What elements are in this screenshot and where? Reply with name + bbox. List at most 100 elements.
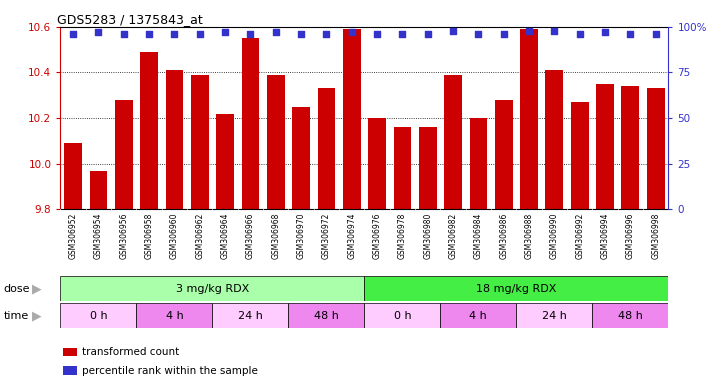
Bar (571, 102, 589, 209)
Bar (368, 118, 386, 209)
Text: transformed count: transformed count (82, 347, 179, 357)
Text: 24 h: 24 h (238, 311, 263, 321)
Text: GSM306966: GSM306966 (246, 213, 255, 259)
Point (270, 29, 282, 35)
Point (397, 31, 408, 37)
Bar (592, 303, 668, 328)
Point (194, 31, 205, 37)
Bar (115, 100, 133, 209)
Bar (520, 29, 538, 209)
Bar (140, 52, 158, 209)
Bar (90, 170, 107, 209)
Point (295, 31, 306, 37)
Bar (444, 75, 462, 209)
Bar (64, 143, 82, 209)
Point (346, 29, 358, 35)
Bar (137, 303, 213, 328)
Text: GSM306952: GSM306952 (68, 213, 77, 259)
Text: 48 h: 48 h (618, 311, 643, 321)
Point (599, 29, 611, 35)
Text: GSM306978: GSM306978 (398, 213, 407, 259)
Text: GSM306994: GSM306994 (601, 213, 609, 259)
Text: GSM306988: GSM306988 (525, 213, 533, 259)
Point (523, 28, 535, 34)
Bar (364, 276, 668, 301)
Bar (213, 303, 289, 328)
Text: ▶: ▶ (32, 310, 42, 322)
Point (447, 28, 459, 34)
Text: GSM306970: GSM306970 (296, 213, 306, 259)
Text: percentile rank within the sample: percentile rank within the sample (82, 366, 257, 376)
Point (220, 29, 231, 35)
Text: GSM306996: GSM306996 (626, 213, 635, 259)
Bar (440, 303, 516, 328)
Point (245, 31, 256, 37)
Point (650, 31, 661, 37)
Point (549, 28, 560, 34)
Text: GDS5283 / 1375843_at: GDS5283 / 1375843_at (58, 13, 203, 26)
Bar (292, 107, 310, 209)
Bar (469, 118, 487, 209)
Text: 48 h: 48 h (314, 311, 339, 321)
Text: time: time (4, 311, 29, 321)
Bar (516, 303, 592, 328)
Point (68, 31, 79, 37)
Text: 4 h: 4 h (469, 311, 487, 321)
Point (422, 31, 434, 37)
Point (169, 31, 180, 37)
Bar (267, 75, 284, 209)
Text: GSM306998: GSM306998 (651, 213, 661, 259)
Point (625, 31, 636, 37)
Text: 24 h: 24 h (542, 311, 567, 321)
Text: GSM306954: GSM306954 (94, 213, 103, 259)
Text: 3 mg/kg RDX: 3 mg/kg RDX (176, 284, 249, 294)
Bar (216, 114, 234, 209)
Text: GSM306990: GSM306990 (550, 213, 559, 259)
Point (498, 31, 509, 37)
Bar (495, 100, 513, 209)
Text: 0 h: 0 h (90, 311, 107, 321)
Bar (621, 86, 639, 209)
Point (473, 31, 484, 37)
Text: 0 h: 0 h (394, 311, 411, 321)
Bar (289, 303, 364, 328)
Bar (60, 276, 364, 301)
Text: GSM306960: GSM306960 (170, 213, 179, 259)
Text: GSM306980: GSM306980 (423, 213, 432, 259)
Bar (545, 70, 563, 209)
Bar (191, 75, 208, 209)
Text: GSM306962: GSM306962 (196, 213, 204, 259)
Text: 18 mg/kg RDX: 18 mg/kg RDX (476, 284, 557, 294)
Bar (419, 127, 437, 209)
Text: GSM306964: GSM306964 (220, 213, 230, 259)
Bar (596, 84, 614, 209)
Text: GSM306958: GSM306958 (144, 213, 154, 259)
Bar (343, 29, 360, 209)
Point (92, 29, 104, 35)
Text: GSM306984: GSM306984 (474, 213, 483, 259)
Point (574, 31, 585, 37)
Bar (318, 88, 336, 209)
Text: GSM306956: GSM306956 (119, 213, 128, 259)
Text: dose: dose (4, 284, 30, 294)
Bar (647, 88, 665, 209)
Text: GSM306982: GSM306982 (449, 213, 458, 259)
Text: GSM306992: GSM306992 (575, 213, 584, 259)
Text: ▶: ▶ (32, 283, 42, 295)
Text: 4 h: 4 h (166, 311, 183, 321)
Text: GSM306976: GSM306976 (373, 213, 382, 259)
Text: GSM306974: GSM306974 (347, 213, 356, 259)
Point (321, 31, 332, 37)
Text: GSM306972: GSM306972 (322, 213, 331, 259)
Bar (393, 127, 411, 209)
Point (144, 31, 155, 37)
Bar (364, 303, 440, 328)
Point (118, 31, 129, 37)
Bar (63, 366, 77, 375)
Text: GSM306986: GSM306986 (499, 213, 508, 259)
Bar (60, 303, 137, 328)
Point (371, 31, 383, 37)
Bar (63, 348, 77, 356)
Bar (166, 70, 183, 209)
Text: GSM306968: GSM306968 (271, 213, 280, 259)
